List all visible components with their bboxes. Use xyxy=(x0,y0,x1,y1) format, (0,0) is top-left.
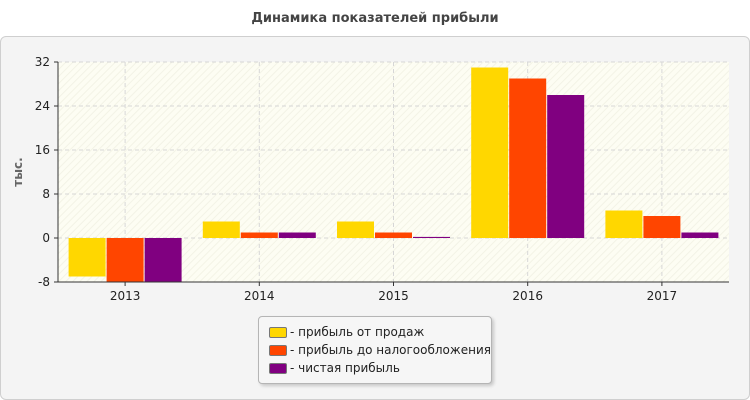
bar-2017-series-2 xyxy=(643,216,681,238)
bar-2015-series-3 xyxy=(413,236,450,238)
bar-2014-series-3 xyxy=(278,232,316,238)
chart-title: Динамика показателей прибыли xyxy=(251,11,499,26)
bars xyxy=(68,67,719,282)
legend-item-net-profit: - чистая прибыль xyxy=(269,360,400,376)
y-tick-label: 0 xyxy=(42,231,50,245)
y-tick-label: -8 xyxy=(38,275,50,289)
x-tick-label: 2014 xyxy=(244,289,275,303)
bar-2016-series-2 xyxy=(509,78,547,238)
x-tick-label: 2017 xyxy=(647,289,678,303)
legend-swatch-net-profit xyxy=(269,362,287,374)
y-tick-label: 32 xyxy=(35,55,50,69)
axes xyxy=(54,61,729,286)
y-axis-label: тыс. xyxy=(11,157,25,186)
y-tick-labels: -8 0 8 16 24 32 xyxy=(35,55,50,289)
y-tick-label: 8 xyxy=(42,187,50,201)
bar-2013-series-2 xyxy=(106,238,144,282)
bar-2016-series-1 xyxy=(471,67,509,238)
bar-2016-series-3 xyxy=(547,95,585,238)
bar-2017-series-3 xyxy=(681,232,719,238)
x-tick-label: 2016 xyxy=(512,289,543,303)
legend-item-sales-profit: - прибыль от продаж xyxy=(269,324,424,340)
x-tick-labels: 2013 2014 2015 2016 2017 xyxy=(110,289,677,303)
y-tick-label: 24 xyxy=(35,99,50,113)
bar-2013-series-1 xyxy=(68,238,106,277)
y-tick-label: 16 xyxy=(35,143,50,157)
bar-2015-series-2 xyxy=(375,232,412,238)
bar-2013-series-3 xyxy=(144,238,182,282)
bar-2015-series-1 xyxy=(337,221,374,238)
bar-2014-series-1 xyxy=(202,221,240,238)
legend-swatch-sales-profit xyxy=(269,326,287,338)
legend: - прибыль от продаж - прибыль до налогоо… xyxy=(258,316,492,384)
x-tick-label: 2013 xyxy=(110,289,141,303)
legend-swatch-pretax-profit xyxy=(269,344,287,356)
legend-label-pretax-profit: - прибыль до налогообложения xyxy=(290,343,491,357)
legend-label-sales-profit: - прибыль от продаж xyxy=(290,325,425,339)
legend-label-net-profit: - чистая прибыль xyxy=(290,361,400,375)
bar-2014-series-2 xyxy=(240,232,278,238)
bar-2017-series-1 xyxy=(605,210,643,238)
legend-item-pretax-profit: - прибыль до налогообложения xyxy=(269,342,491,358)
x-tick-label: 2015 xyxy=(378,289,409,303)
